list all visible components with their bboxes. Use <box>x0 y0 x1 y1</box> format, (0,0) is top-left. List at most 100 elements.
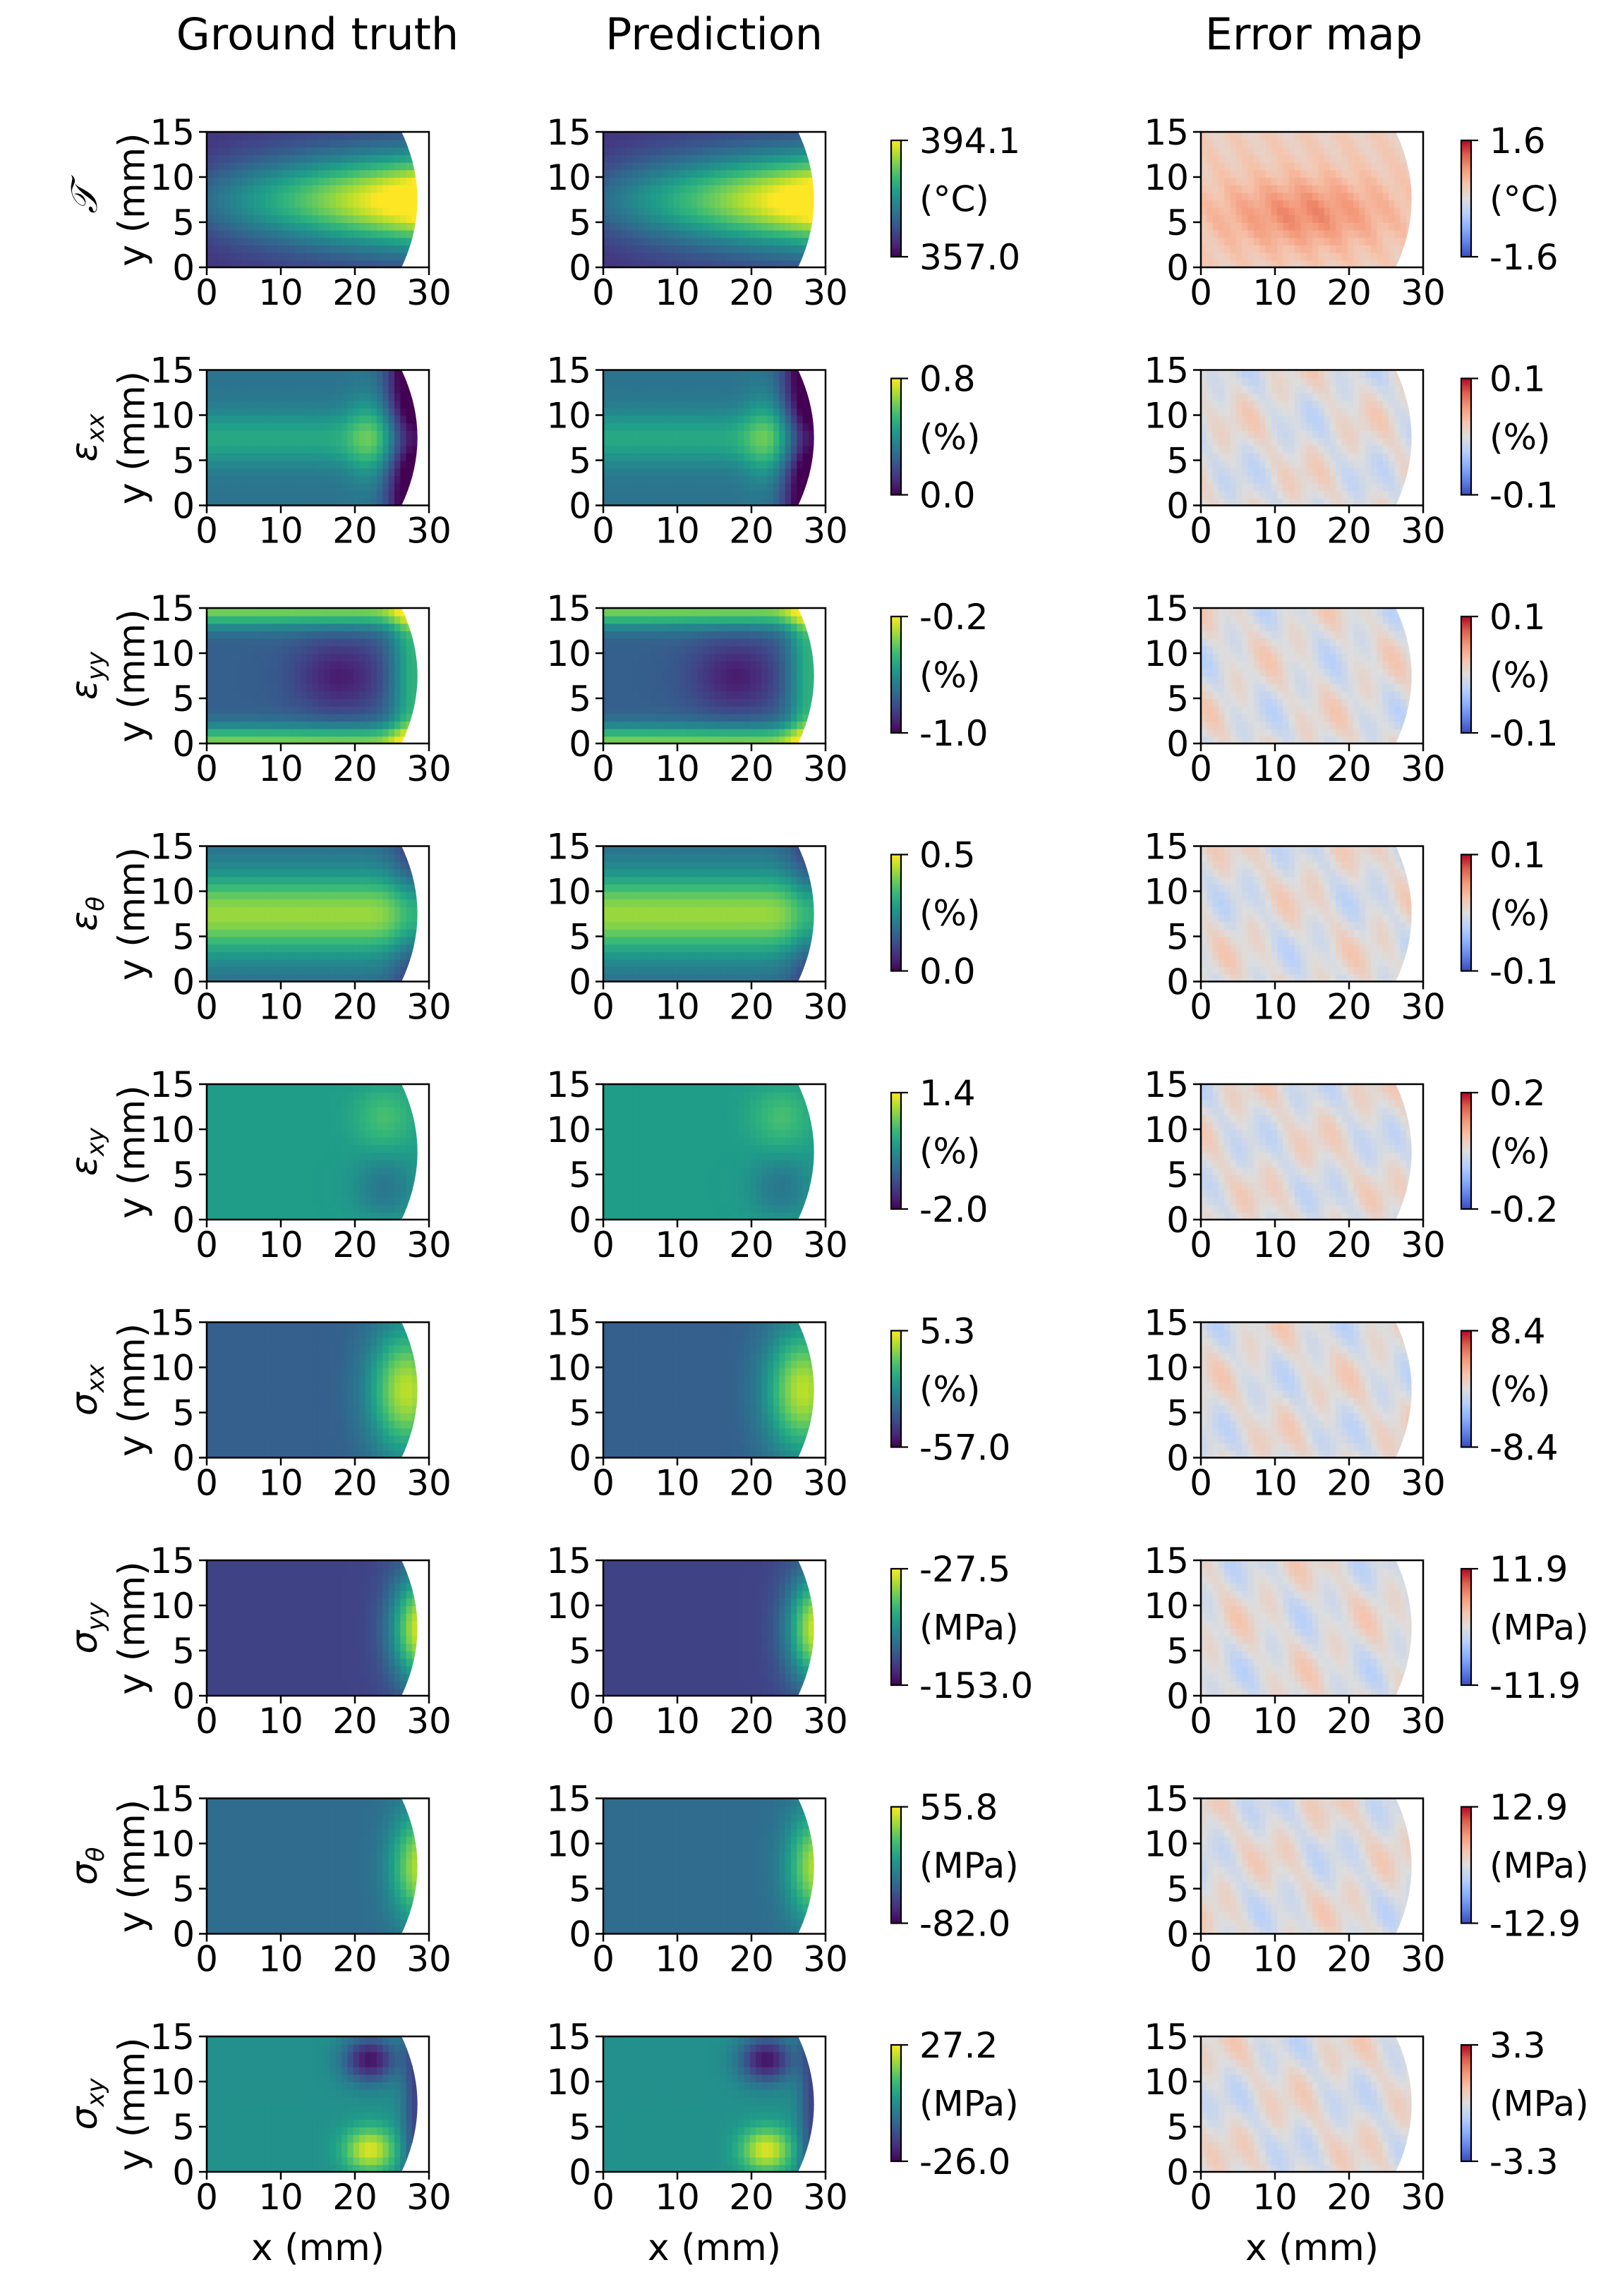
heatmap-cell <box>732 200 739 208</box>
heatmap-cell <box>1389 438 1395 447</box>
heatmap-cell <box>1353 453 1360 461</box>
heatmap-cell <box>324 706 330 715</box>
heatmap-cell <box>336 214 342 223</box>
heatmap-cell <box>389 475 395 484</box>
heatmap-cell <box>651 393 657 401</box>
heatmap-cell <box>248 638 254 647</box>
heatmap-cell <box>615 245 622 253</box>
heatmap-cell <box>1295 490 1301 499</box>
heatmap-cell <box>639 430 645 439</box>
heatmap-cell <box>377 668 383 676</box>
heatmap-cell <box>283 393 289 401</box>
heatmap-cell <box>1265 147 1271 155</box>
heatmap-cell <box>644 713 651 722</box>
heatmap-cell <box>1283 415 1289 424</box>
heatmap-cell <box>715 230 721 238</box>
heatmap-cell <box>738 185 744 193</box>
heatmap-cell <box>377 721 383 729</box>
heatmap-cell <box>715 393 721 401</box>
heatmap-cell <box>727 192 733 200</box>
heatmap-cell <box>341 721 348 729</box>
heatmap-cell <box>1365 132 1372 140</box>
heatmap-cell <box>382 698 389 707</box>
heatmap-cell <box>715 430 721 439</box>
heatmap-cell <box>1324 237 1331 245</box>
heatmap-cell <box>377 245 383 253</box>
heatmap-cell <box>603 729 610 737</box>
heatmap-cell <box>336 177 342 186</box>
heatmap-cell <box>1254 483 1260 492</box>
heatmap-cell <box>289 132 295 140</box>
heatmap-cell <box>1254 169 1260 178</box>
heatmap-cell <box>365 200 371 208</box>
heatmap-cell <box>633 461 639 469</box>
heatmap-cell <box>1219 132 1225 140</box>
heatmap-cell <box>365 608 371 616</box>
heatmap-cell <box>271 490 277 499</box>
x-tick-label: 10 <box>258 748 303 789</box>
heatmap-cell <box>212 214 219 223</box>
heatmap-cell <box>644 653 651 662</box>
heatmap-cell <box>254 631 260 639</box>
heatmap-cell <box>336 721 342 729</box>
heatmap-cell <box>639 453 645 461</box>
heatmap-cell <box>1312 385 1319 394</box>
heatmap-cell <box>289 638 295 647</box>
heatmap-cell <box>703 222 709 231</box>
heatmap-cell <box>353 245 360 253</box>
heatmap-cell <box>674 132 680 140</box>
heatmap-cell <box>744 385 751 394</box>
heatmap-cell <box>615 468 622 476</box>
heatmap-cell <box>756 461 762 469</box>
heatmap-cell <box>277 653 284 662</box>
heatmap-cell <box>1289 147 1295 155</box>
heatmap-cell <box>1271 177 1278 186</box>
heatmap-cell <box>265 490 272 499</box>
heatmap-cell <box>219 468 225 476</box>
heatmap-cell <box>750 483 756 492</box>
heatmap-cell <box>377 207 383 216</box>
heatmap-cell <box>1389 147 1395 155</box>
heatmap-cell <box>382 623 389 631</box>
heatmap-cell <box>248 169 254 178</box>
heatmap-cell <box>744 162 751 171</box>
heatmap-cell <box>633 638 639 647</box>
heatmap-cell <box>348 691 354 699</box>
heatmap-cell <box>768 200 774 208</box>
heatmap-cell <box>365 253 371 261</box>
heatmap-cell <box>219 698 225 707</box>
heatmap-cell <box>1401 185 1407 193</box>
heatmap-cell <box>382 721 389 729</box>
heatmap-cell <box>1318 222 1324 231</box>
heatmap-cell <box>656 147 663 155</box>
heatmap-cell <box>359 370 365 379</box>
heatmap-cell <box>242 721 248 729</box>
heatmap-cell <box>720 140 727 148</box>
heatmap-cell <box>254 445 260 454</box>
heatmap-cell <box>1353 177 1360 186</box>
heatmap-cell <box>306 214 313 223</box>
heatmap-cell <box>394 468 401 476</box>
heatmap-cell <box>685 200 691 208</box>
heatmap-cell <box>1359 385 1365 394</box>
heatmap-cell <box>773 438 780 447</box>
heatmap-cell <box>785 370 792 379</box>
heatmap-cell <box>639 483 645 492</box>
heatmap-cell <box>377 653 383 662</box>
heatmap-cell <box>1248 415 1255 424</box>
heatmap-cell <box>265 713 272 722</box>
heatmap-cell <box>1353 461 1360 469</box>
heatmap-cell <box>1377 222 1383 231</box>
heatmap-cell <box>697 245 703 253</box>
heatmap-cell <box>609 676 615 684</box>
heatmap-cell <box>773 468 780 476</box>
heatmap-cell <box>400 721 406 729</box>
heatmap-cell <box>1336 253 1342 261</box>
heatmap-cell <box>609 713 615 722</box>
heatmap-cell <box>242 192 248 200</box>
heatmap-cell <box>353 623 360 631</box>
heatmap-cell <box>679 653 686 662</box>
heatmap-cell <box>1324 377 1331 386</box>
heatmap-cell <box>1365 475 1372 484</box>
heatmap-cell <box>301 661 307 669</box>
